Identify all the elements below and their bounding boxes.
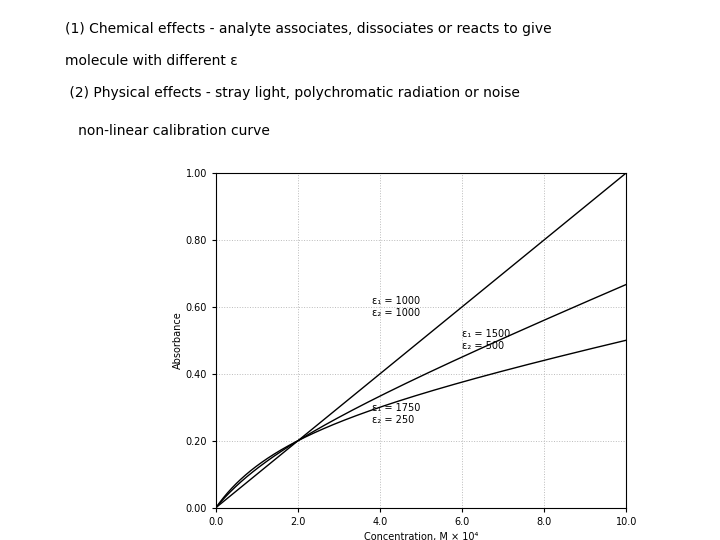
Text: ε₁ = 1750
ε₂ = 250: ε₁ = 1750 ε₂ = 250 (372, 403, 420, 424)
Text: ε₁ = 1000
ε₂ = 1000: ε₁ = 1000 ε₂ = 1000 (372, 296, 420, 318)
Text: (1) Chemical effects - analyte associates, dissociates or reacts to give: (1) Chemical effects - analyte associate… (65, 22, 552, 36)
Text: non-linear calibration curve: non-linear calibration curve (65, 124, 270, 138)
Text: (2) Physical effects - stray light, polychromatic radiation or noise: (2) Physical effects - stray light, poly… (65, 86, 520, 100)
Text: ε₁ = 1500
ε₂ = 500: ε₁ = 1500 ε₂ = 500 (462, 329, 510, 351)
X-axis label: Concentration, M × 10⁴: Concentration, M × 10⁴ (364, 532, 478, 540)
Text: molecule with different ε: molecule with different ε (65, 54, 238, 68)
Y-axis label: Absorbance: Absorbance (173, 312, 183, 369)
